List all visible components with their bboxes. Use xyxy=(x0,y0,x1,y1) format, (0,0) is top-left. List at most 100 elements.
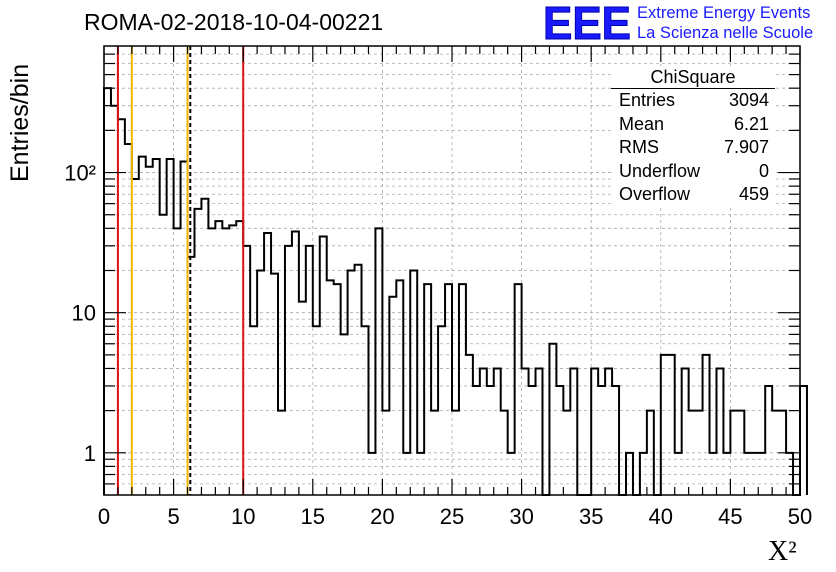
histogram-bin xyxy=(612,386,619,495)
histogram-bin xyxy=(320,236,327,495)
chart-title: ROMA-02-2018-10-04-00221 xyxy=(84,9,384,35)
x-tick-label: 0 xyxy=(98,504,110,529)
histogram-bin xyxy=(153,159,160,495)
histogram-bin xyxy=(438,326,445,495)
histogram-bin xyxy=(668,355,675,495)
histogram-bin xyxy=(647,411,654,495)
stats-value: 459 xyxy=(738,184,769,204)
histogram-bin xyxy=(327,280,334,495)
histogram-bin xyxy=(751,453,758,495)
histogram-bin xyxy=(473,386,480,495)
x-tick-label: 35 xyxy=(579,504,603,529)
histogram-outline xyxy=(103,87,808,496)
histogram-bin xyxy=(549,344,556,495)
x-tick-label: 45 xyxy=(718,504,742,529)
brand-line-2: La Scienza nelle Scuole xyxy=(637,24,814,42)
x-tick-label: 30 xyxy=(509,504,533,529)
histogram-layer xyxy=(103,87,808,496)
y-axis-label: Entries/bin xyxy=(6,63,34,182)
histogram-bin xyxy=(710,453,717,495)
histogram-bin xyxy=(229,225,236,495)
histogram-bin xyxy=(139,157,146,495)
histogram-bin xyxy=(104,88,111,495)
stats-value: 7.907 xyxy=(723,137,769,157)
histogram-bin xyxy=(737,411,744,495)
eee-logo-text: EEE xyxy=(543,2,631,42)
stats-row-underflow: Underflow 0 xyxy=(611,160,775,184)
histogram-bin xyxy=(431,411,438,495)
histogram-bin xyxy=(730,411,737,495)
histogram-bin xyxy=(501,411,508,495)
histogram-bin xyxy=(118,119,125,495)
tick-labels: 0 5 10 15 20 25 30 35 40 45 50 1 10 10² xyxy=(64,161,812,529)
histogram-bin xyxy=(598,386,605,495)
x-tick-label: 40 xyxy=(649,504,673,529)
histogram-bin xyxy=(403,453,410,495)
histogram-bin xyxy=(132,179,139,495)
histogram-bin xyxy=(160,215,167,495)
histogram-bin xyxy=(368,453,375,495)
histogram-bin xyxy=(410,271,417,496)
histogram-bin xyxy=(125,144,132,495)
stats-label: Mean xyxy=(619,113,665,134)
histogram-bin xyxy=(682,368,689,495)
histogram-bin xyxy=(424,284,431,495)
histogram-bin xyxy=(355,265,362,495)
histogram-bin xyxy=(494,368,501,495)
histogram-bin xyxy=(215,221,222,495)
reference-lines-layer xyxy=(116,46,245,495)
x-tick-label: 10 xyxy=(231,504,255,529)
histogram-bin xyxy=(146,167,153,495)
histogram-bin xyxy=(758,453,765,495)
histogram-bin xyxy=(716,368,723,495)
stats-label: RMS xyxy=(619,137,659,157)
histogram-bin xyxy=(459,284,466,495)
histogram-bin xyxy=(396,280,403,495)
histogram-bin xyxy=(250,326,257,495)
histogram-bin xyxy=(264,233,271,495)
histogram-bin xyxy=(765,386,772,495)
stats-row-overflow: Overflow 459 xyxy=(611,183,775,207)
stats-divider xyxy=(611,88,775,89)
histogram-bin xyxy=(480,368,487,495)
histogram-bin xyxy=(466,355,473,495)
stats-box: ChiSquare Entries 3094 Mean 6.21 RMS 7.9… xyxy=(611,66,775,207)
histogram-bin xyxy=(723,453,730,495)
histogram-bin xyxy=(271,274,278,495)
stats-label: Underflow xyxy=(619,160,701,181)
stats-row-mean: Mean 6.21 xyxy=(611,113,775,137)
stats-value: 6.21 xyxy=(733,113,769,134)
histogram-bin xyxy=(536,368,543,495)
histogram-bin xyxy=(640,453,647,495)
histogram-bin xyxy=(299,302,306,495)
histogram-bin xyxy=(243,246,250,495)
histogram-bin xyxy=(508,453,515,495)
eee-logo: EEE xyxy=(543,2,631,42)
stats-value: 0 xyxy=(758,160,769,181)
histogram-bin xyxy=(292,231,299,495)
histogram-bin xyxy=(306,246,313,495)
histogram-bin xyxy=(181,161,188,495)
axes-frame xyxy=(103,45,801,496)
histogram-bin xyxy=(696,411,703,495)
histogram-bin xyxy=(222,228,229,495)
histogram-bin xyxy=(563,411,570,495)
x-tick-label: 25 xyxy=(440,504,464,529)
stats-label: Overflow xyxy=(619,184,691,204)
histogram-bin xyxy=(445,284,452,495)
histogram-bin xyxy=(313,326,320,495)
x-tick-label: 5 xyxy=(167,504,179,529)
histogram-bin xyxy=(417,453,424,495)
histogram-bin xyxy=(487,386,494,495)
histogram-bin xyxy=(208,228,215,495)
stats-row-entries: Entries 3094 xyxy=(611,89,775,113)
histogram-bin xyxy=(744,453,751,495)
stats-label: Entries xyxy=(619,90,676,110)
histogram-bin xyxy=(570,368,577,495)
histogram-bin xyxy=(556,386,563,495)
histogram-bin xyxy=(362,326,369,495)
histogram-bin xyxy=(278,411,285,495)
histogram-bin xyxy=(341,334,348,495)
histogram-bin xyxy=(236,221,243,495)
